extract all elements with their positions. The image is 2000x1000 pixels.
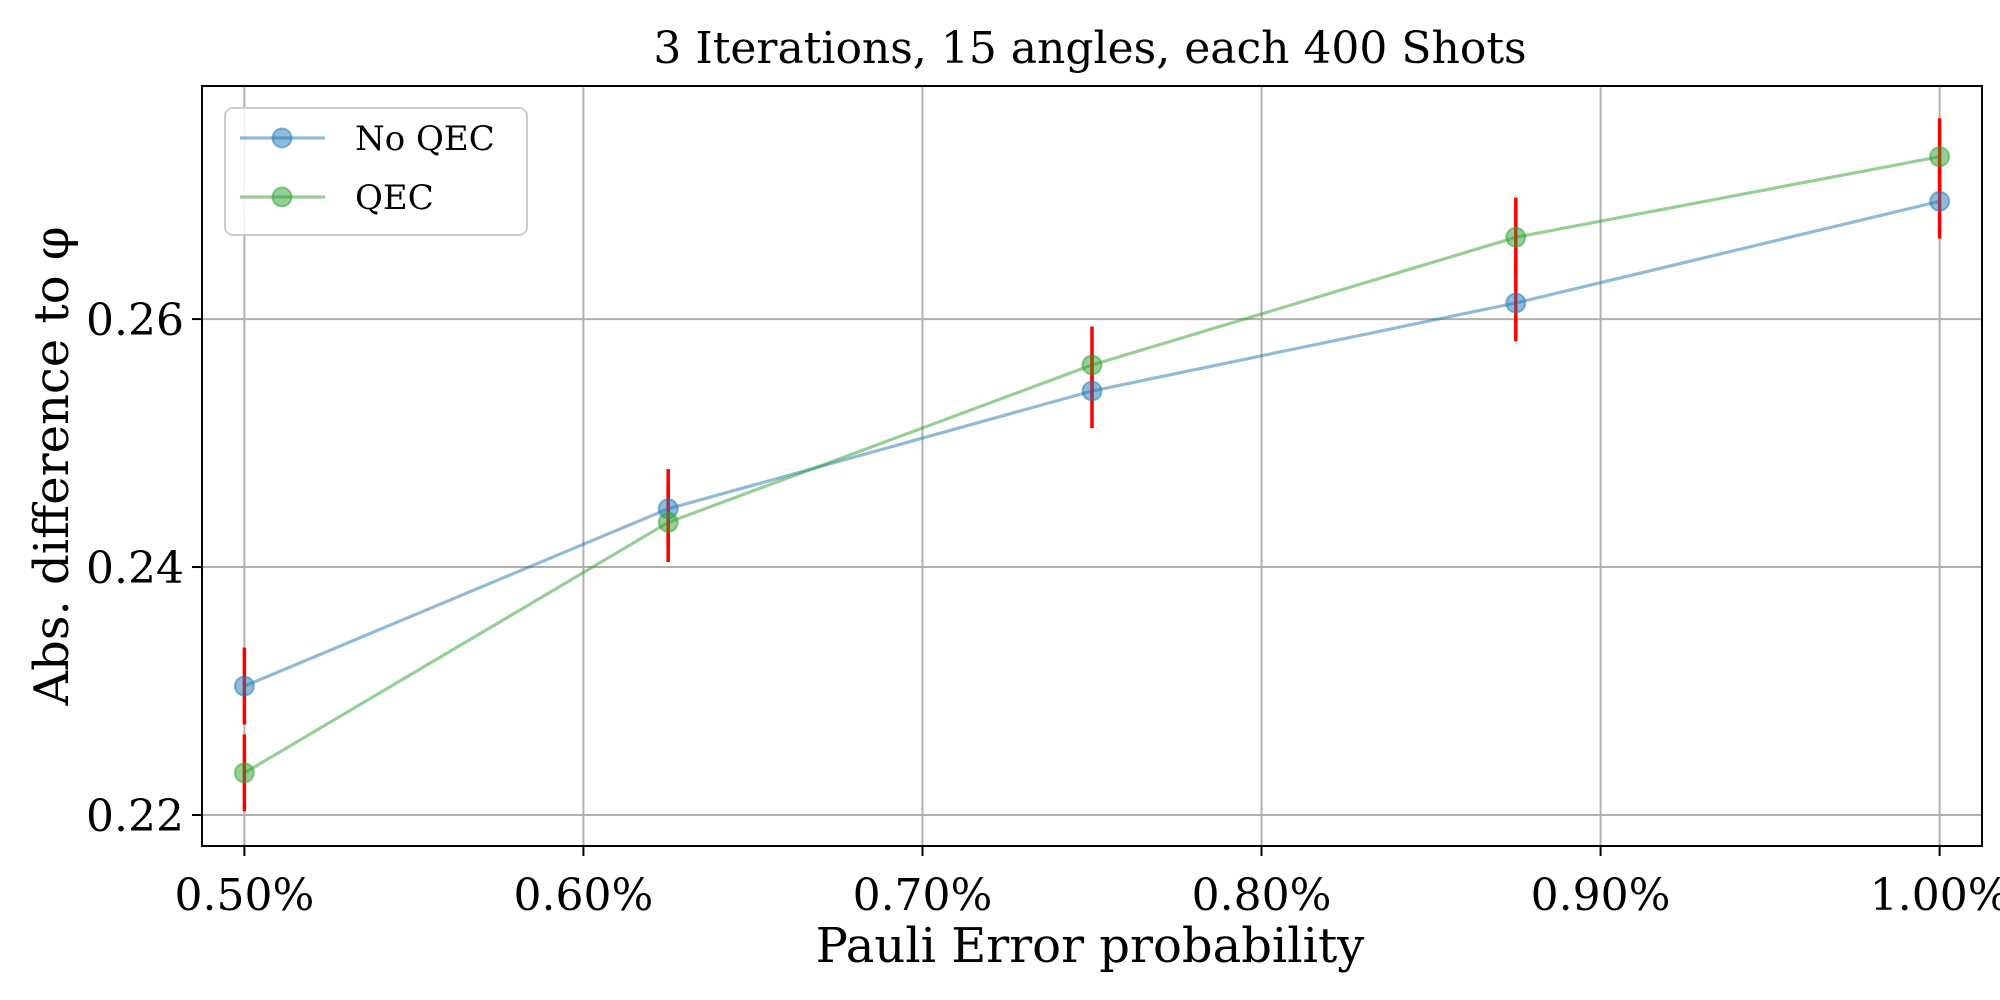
x-ticks: 0.50% 0.60% 0.70% 0.80% 0.90% 1.00%: [174, 846, 2000, 921]
legend-label: QEC: [355, 178, 434, 218]
legend-box: [224, 107, 528, 236]
x-tick-label: 1.00%: [1870, 870, 2000, 921]
x-tick-label: 0.50%: [174, 870, 314, 921]
chart-title: 3 Iterations, 15 angles, each 400 Shots: [653, 23, 1526, 74]
data-point: [1081, 380, 1103, 402]
plot-frame: [201, 85, 1983, 847]
x-tick-label: 0.80%: [1192, 870, 1332, 921]
x-tick-label: 0.70%: [853, 870, 993, 921]
legend-marker: [271, 186, 293, 208]
legend-marker: [271, 127, 293, 149]
marker-layer: [233, 146, 1951, 784]
x-tick-label: 0.60%: [514, 870, 654, 921]
legend-label: No QEC: [355, 119, 495, 159]
x-tick-label: 0.90%: [1531, 870, 1671, 921]
data-point: [1929, 146, 1951, 168]
legend: No QEC QEC: [224, 107, 528, 236]
grid-lines: [202, 86, 1982, 846]
y-ticks: 0.22 0.24 0.26: [86, 295, 202, 842]
x-axis-label: Pauli Error probability: [816, 918, 1365, 974]
y-tick-label: 0.24: [86, 543, 184, 594]
data-point: [1081, 354, 1103, 376]
y-axis-label: Abs. difference to φ: [24, 227, 80, 707]
data-point: [233, 762, 255, 784]
data-point: [233, 675, 255, 697]
data-point: [657, 511, 679, 533]
y-tick-label: 0.22: [86, 791, 184, 842]
data-point: [1929, 190, 1951, 212]
data-point: [1505, 226, 1527, 248]
y-tick-label: 0.26: [86, 295, 184, 346]
data-point: [1505, 292, 1527, 314]
